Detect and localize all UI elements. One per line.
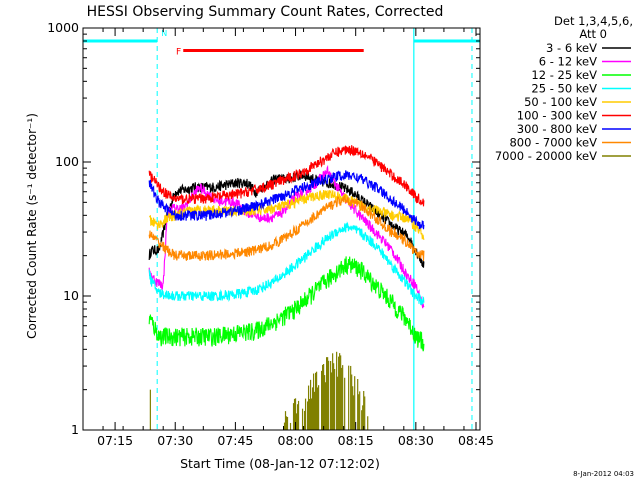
legend-label: 25 - 50 keV [531,82,597,96]
x-tick-label: 07:30 [157,433,193,448]
legend-label: 7000 - 20000 keV [495,149,597,163]
series-12-25-kev [148,256,425,352]
x-tick-label: 08:45 [458,433,494,448]
series-lines [148,145,425,430]
legend-label: 100 - 300 keV [517,109,597,123]
series-line [148,170,425,230]
legend-item: 300 - 800 keV [517,122,631,136]
legend-item: 100 - 300 keV [517,109,631,123]
legend-label: 6 - 12 keV [539,55,597,69]
series-6-12-kev [148,164,425,309]
night-label: N [161,29,167,38]
legend-label: 50 - 100 keV [524,95,597,109]
legend-item: 800 - 7000 keV [509,136,631,150]
x-tick-label: 07:45 [217,433,253,448]
legend-item: 3 - 6 keV [546,41,631,55]
x-tick-label: 08:00 [278,433,314,448]
series-line [148,164,425,309]
series-800-7000-kev [148,194,425,262]
legend-label: 3 - 6 keV [546,41,597,55]
legend-label: 300 - 800 keV [517,122,597,136]
y-tick-label: 1 [71,422,79,437]
plot-frame [82,27,481,431]
legend-item: 6 - 12 keV [539,55,631,69]
legend-header-attenuator: Att 0 [579,27,607,41]
chart-title: HESSI Observing Summary Count Rates, Cor… [87,4,444,20]
y-tick-label: 1000 [47,20,79,35]
series-100-300-kev [148,145,425,207]
legend-header-detectors: Det 1,3,4,5,6, [554,14,633,28]
series-25-50-kev [148,221,425,306]
legend-label: 800 - 7000 keV [509,136,597,150]
legend-label: 12 - 25 keV [531,68,597,82]
series-7000-20000-kev [149,351,369,430]
legend-item: 25 - 50 keV [531,82,631,96]
series-line [148,194,425,262]
flare-markers: F [176,47,364,57]
series-300-800-kev [148,170,425,230]
x-axis-label: Start Time (08-Jan-12 07:12:02) [180,456,380,471]
y-tick-label: 100 [55,154,79,169]
series-line [148,256,425,352]
legend-item: 50 - 100 keV [524,95,631,109]
x-tick-label: 07:15 [97,433,133,448]
y-tick-label: 10 [63,288,79,303]
legend-item: 12 - 25 keV [531,68,631,82]
series-line [148,189,425,241]
series-line [148,145,425,207]
x-tick-label: 08:30 [398,433,434,448]
series-50-100-kev [148,189,425,241]
axis-ticks: 07:15 07:30 07:45 08:00 08:15 08:30 08:45 1 10 10… [47,20,494,448]
series-line [148,221,425,306]
flare-label: F [176,47,181,57]
legend-item: 7000 - 20000 keV [495,149,631,163]
y-axis-label: Corrected Count Rate (s⁻¹ detector⁻¹) [25,113,39,339]
x-tick-label: 08:15 [338,433,374,448]
footer-timestamp: 8-Jan-2012 04:03 [573,470,634,478]
